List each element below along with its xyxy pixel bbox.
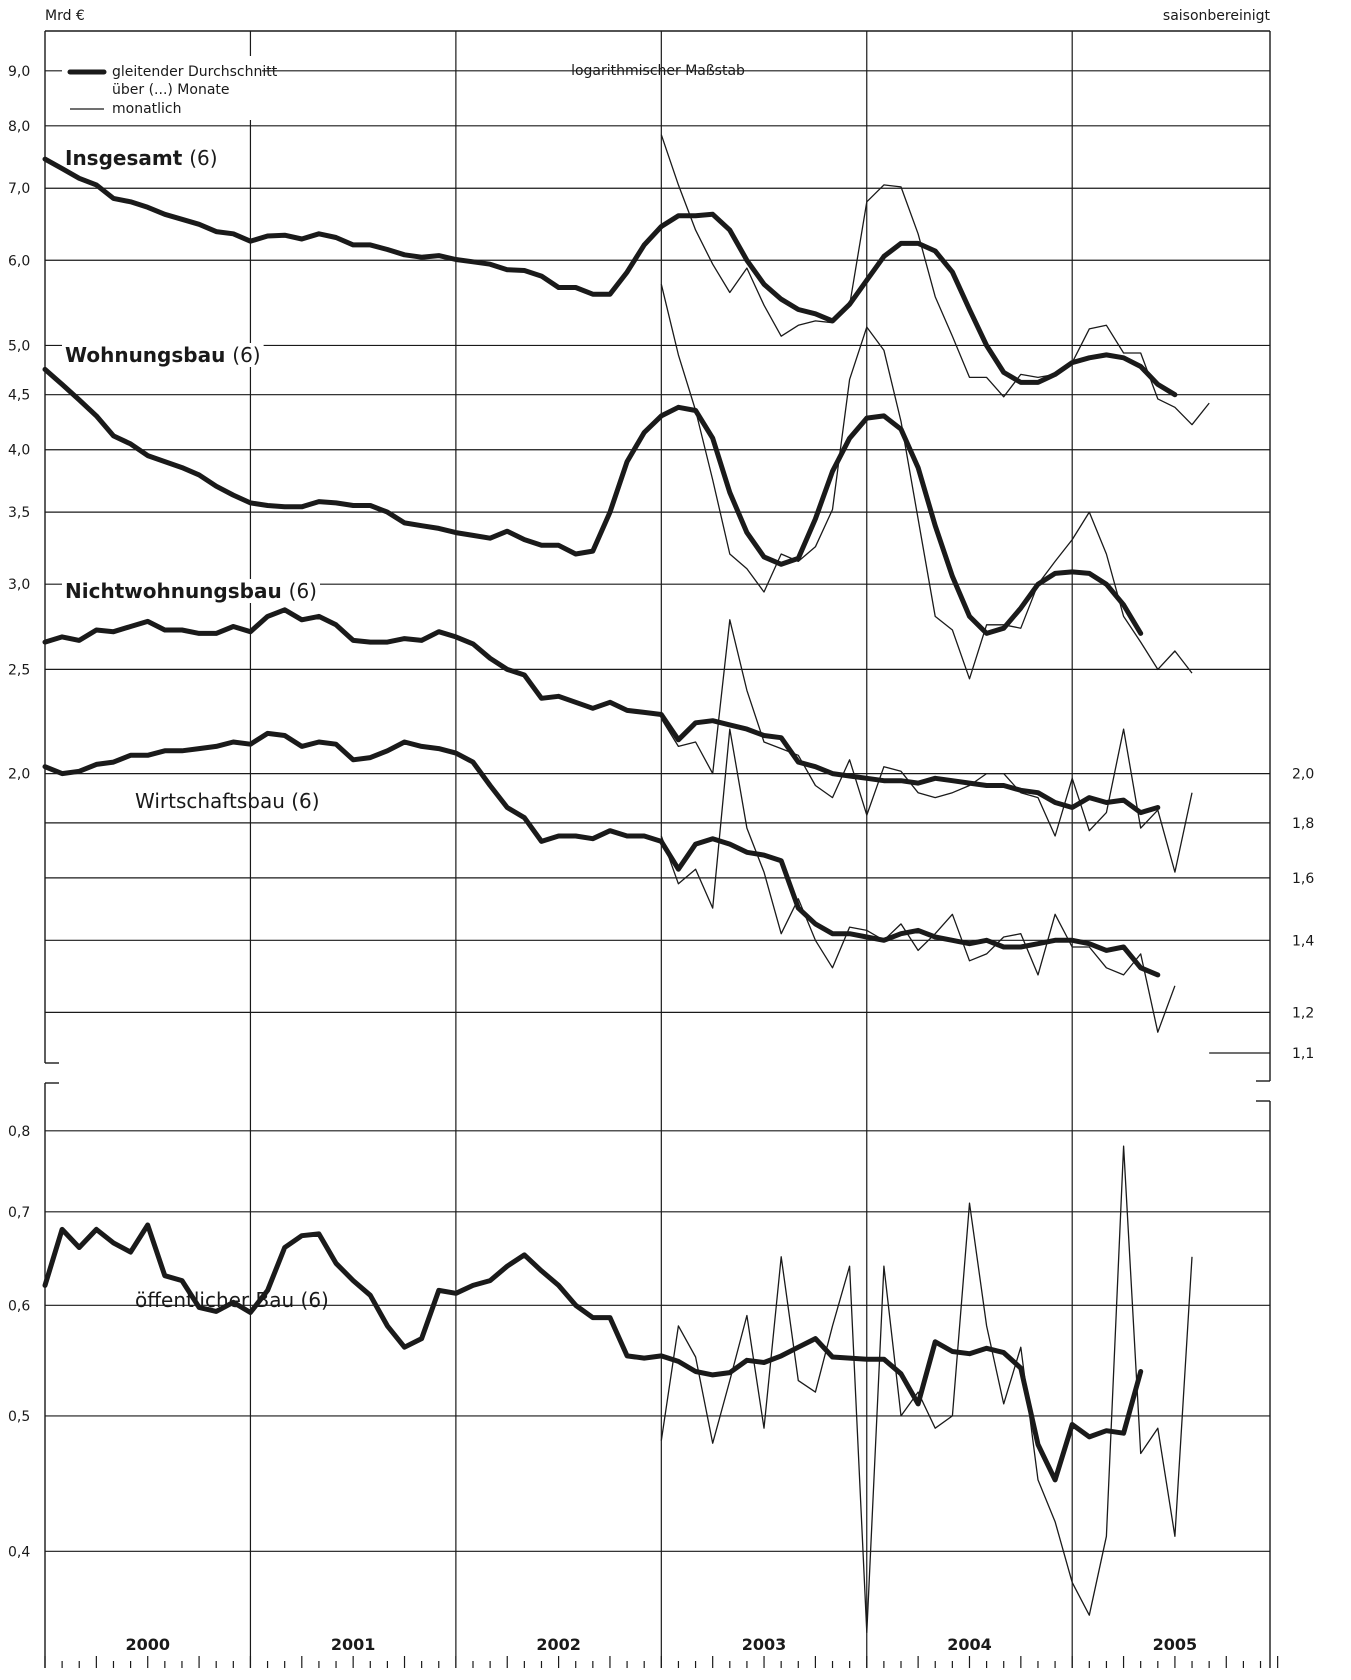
- series-0-name: Insgesamt: [65, 146, 189, 170]
- series-1-name: Wohnungsbau: [65, 343, 232, 367]
- y-tick-label-upper-left: 9,0: [8, 64, 30, 80]
- series-4-moving-average-line: [42, 1222, 1144, 1483]
- y-tick-label-lower-left: 0,5: [8, 1409, 30, 1425]
- series-3-moving-average-line: [42, 730, 1161, 978]
- y-tick-label-upper-left: 7,0: [8, 181, 30, 197]
- series-1-label-background: [62, 343, 264, 367]
- series-0-label: Insgesamt (6): [65, 146, 218, 170]
- series-2-label: Nichtwohnungsbau (6): [65, 579, 317, 603]
- year-label-2004: 2004: [947, 1635, 992, 1654]
- series-1-monthly-line: [660, 284, 1193, 680]
- y-tick-label-upper-right: 1,4: [1292, 933, 1314, 949]
- unit-label: Mrd €: [45, 8, 85, 24]
- series-3-bracket: (6): [291, 789, 319, 813]
- series-0-monthly-line: [660, 134, 1210, 426]
- series-4-monthly-line: [660, 1145, 1193, 1633]
- y-tick-label-upper-left: 6,0: [8, 253, 30, 269]
- y-tick-label-upper-left: 4,5: [8, 388, 30, 404]
- year-label-2003: 2003: [742, 1635, 787, 1654]
- y-tick-label-upper-left: 2,0: [8, 767, 30, 783]
- series-0-bracket: (6): [189, 146, 217, 170]
- series-2-monthly-line: [660, 619, 1193, 873]
- series-1-bracket: (6): [232, 343, 260, 367]
- series-1-label: Wohnungsbau (6): [65, 343, 261, 367]
- y-tick-label-lower-left: 0,6: [8, 1298, 30, 1314]
- y-tick-label-upper-left: 5,0: [8, 338, 30, 354]
- y-tick-label-lower-left: 0,4: [8, 1544, 30, 1560]
- series-layer: [42, 134, 1210, 1633]
- series-4-bracket: (6): [301, 1288, 329, 1312]
- label-layer: Mrd € saisonbereinigt logarithmischer Ma…: [8, 8, 1314, 1654]
- series-3-label: Wirtschaftsbau (6): [135, 789, 320, 813]
- y-tick-label-lower-left: 0,8: [8, 1124, 30, 1140]
- y-tick-label-upper-left: 4,0: [8, 443, 30, 459]
- legend-monthly-label: monatlich: [112, 101, 182, 117]
- year-label-2005: 2005: [1153, 1635, 1198, 1654]
- series-4-label: öffentlicher Bau (6): [135, 1288, 329, 1312]
- legend: gleitender Durchschnitt über (...) Monat…: [62, 56, 278, 120]
- legend-avg-label-line2: über (...) Monate: [112, 82, 230, 98]
- y-tick-label-upper-left: 3,5: [8, 505, 30, 521]
- adjustment-label: saisonbereinigt: [1163, 8, 1271, 24]
- scale-note: logarithmischer Maßstab: [571, 63, 745, 79]
- y-tick-label-upper-left: 3,0: [8, 577, 30, 593]
- y-tick-label-upper-right: 1,6: [1292, 871, 1314, 887]
- y-tick-label-upper-right: 2,0: [1292, 767, 1314, 783]
- series-3-name: Wirtschaftsbau: [135, 789, 291, 813]
- y-tick-label-upper-left: 8,0: [8, 119, 30, 135]
- series-0-moving-average-line: [42, 156, 1178, 398]
- series-2-label-background: [62, 579, 320, 603]
- series-2-moving-average-line: [42, 607, 1161, 816]
- series-3-monthly-line: [660, 728, 1176, 1033]
- y-tick-label-upper-right: 1,1: [1292, 1046, 1314, 1062]
- series-1-moving-average-line: [42, 366, 1144, 636]
- y-tick-label-lower-left: 0,7: [8, 1205, 30, 1221]
- series-2-bracket: (6): [289, 579, 317, 603]
- y-tick-label-upper-right: 1,2: [1292, 1005, 1314, 1021]
- year-label-2000: 2000: [125, 1635, 170, 1654]
- year-label-2001: 2001: [331, 1635, 376, 1654]
- series-4-name: öffentlicher Bau: [135, 1288, 301, 1312]
- y-tick-label-upper-left: 2,5: [8, 662, 30, 678]
- grid-layer: [44, 30, 1279, 1668]
- legend-avg-label-line1: gleitender Durchschnitt: [112, 64, 278, 80]
- y-tick-label-upper-right: 1,8: [1292, 816, 1314, 832]
- series-2-name: Nichtwohnungsbau: [65, 579, 289, 603]
- year-label-2002: 2002: [536, 1635, 581, 1654]
